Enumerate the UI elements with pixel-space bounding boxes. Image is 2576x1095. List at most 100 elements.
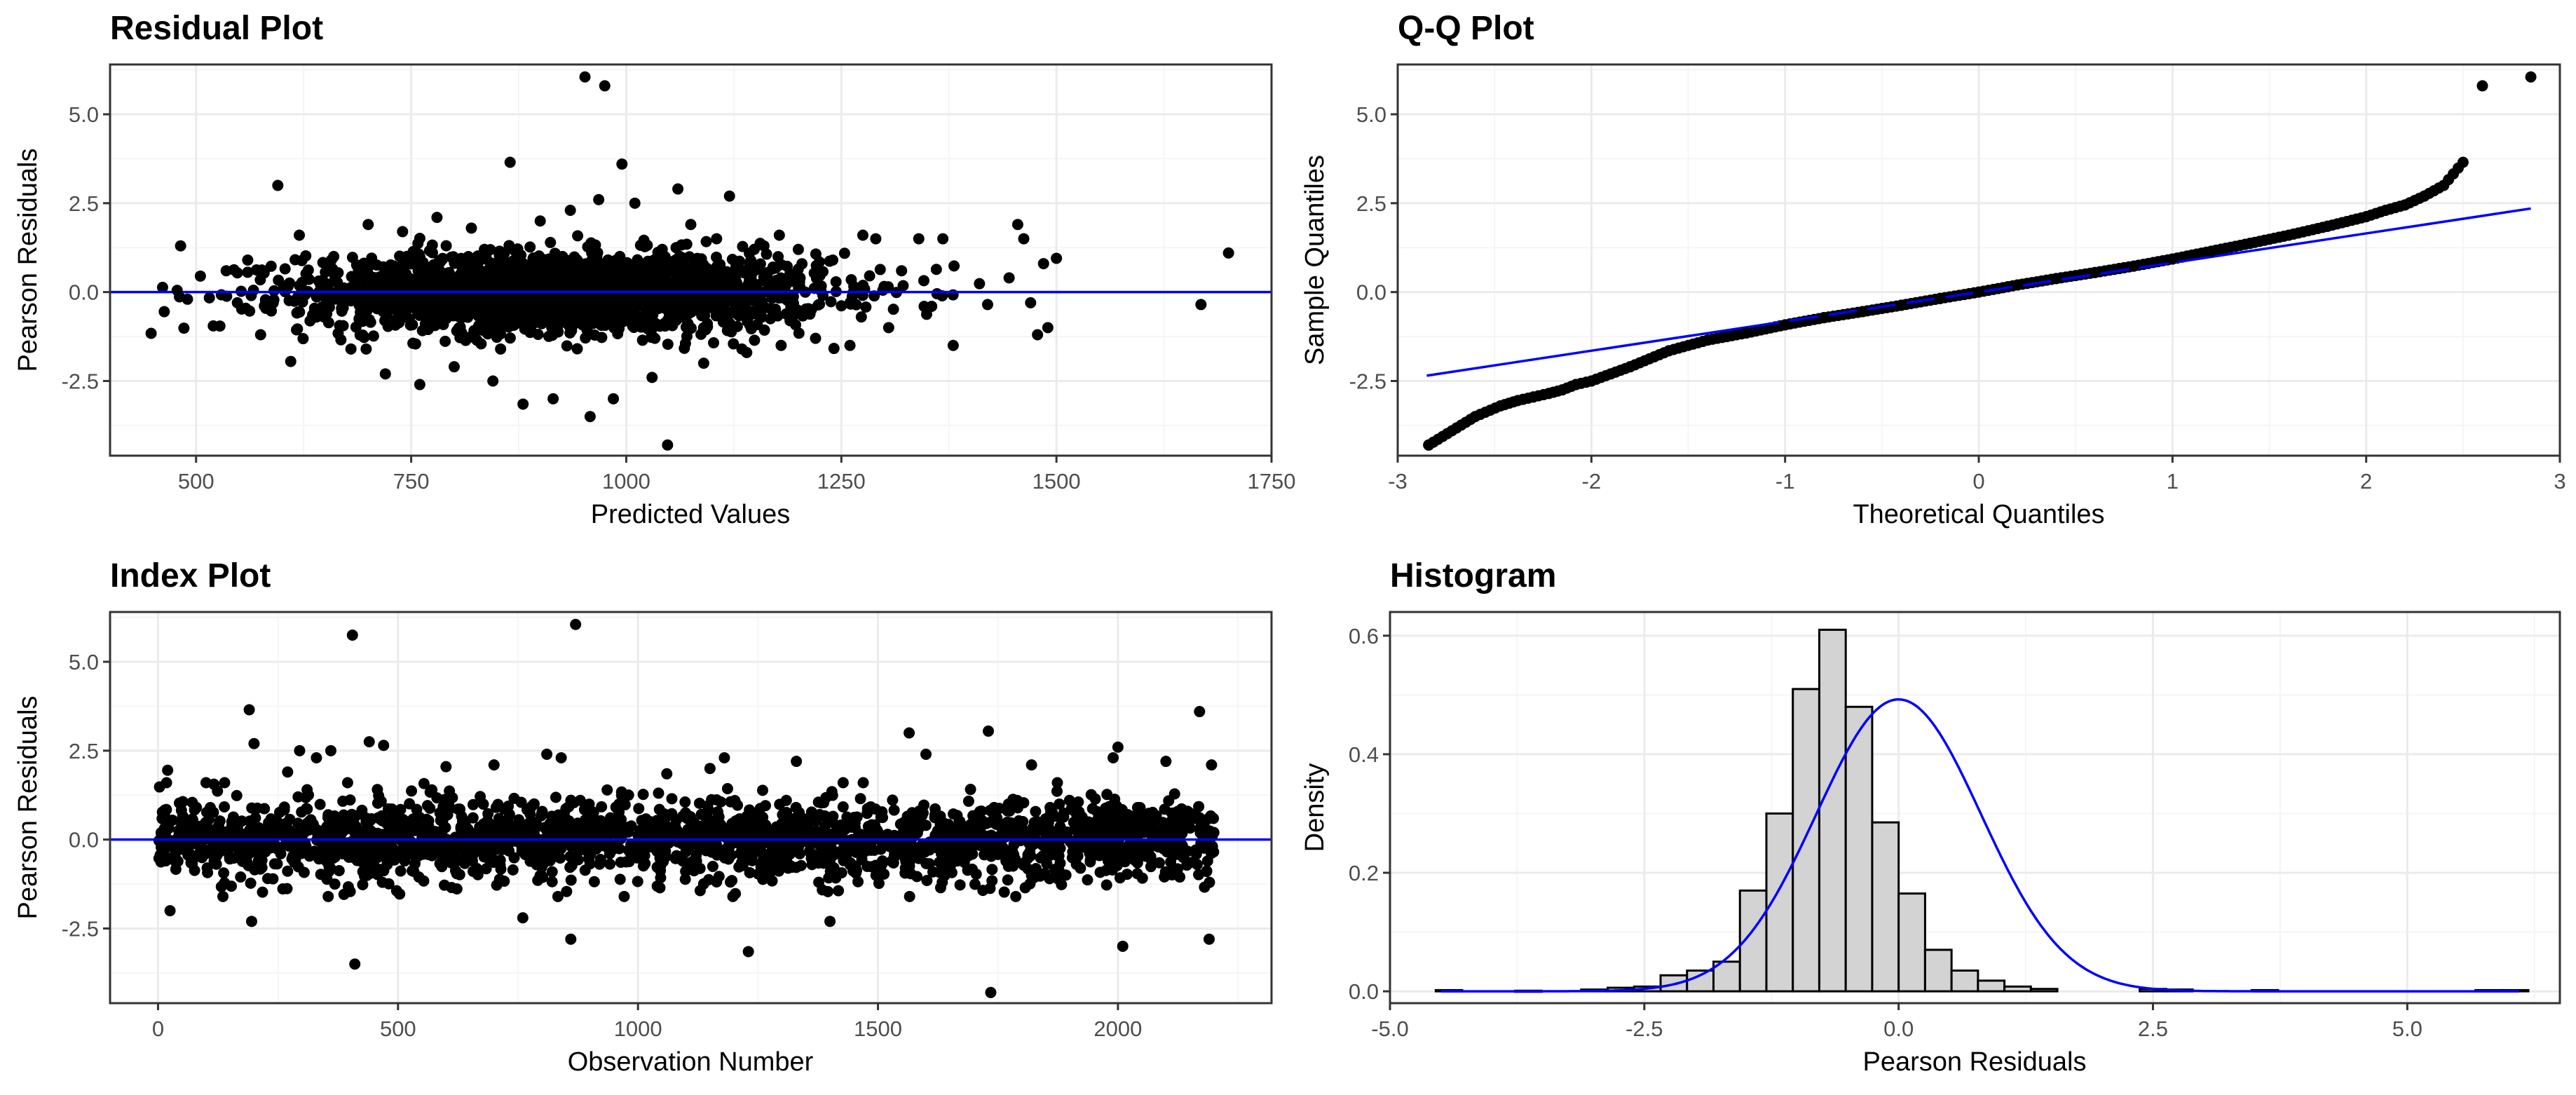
data-point <box>888 804 900 816</box>
data-point <box>697 358 709 369</box>
data-point <box>732 799 744 811</box>
data-point <box>1018 233 1030 245</box>
panel-qq: Q-Q Plot -3 -2 -1 0 1 2 3-2.50.02.55.0 Theoret… <box>1300 10 2566 529</box>
data-point <box>231 267 243 279</box>
data-point <box>1162 822 1174 834</box>
data-point <box>422 323 434 335</box>
data-point <box>1025 297 1037 308</box>
data-point <box>285 355 297 367</box>
data-point <box>320 292 332 304</box>
data-point <box>2167 253 2179 265</box>
data-point <box>337 320 349 332</box>
data-point <box>164 905 176 917</box>
y-tick-label: 0.6 <box>1349 624 1379 648</box>
data-point <box>850 867 862 879</box>
data-point <box>779 292 791 304</box>
data-point <box>634 311 646 323</box>
data-point <box>568 251 580 263</box>
data-point <box>379 368 391 380</box>
data-point <box>2399 199 2411 211</box>
data-point <box>1184 857 1196 869</box>
data-point <box>451 297 463 309</box>
data-point <box>1055 812 1067 824</box>
data-point <box>364 316 376 328</box>
data-point <box>564 204 576 216</box>
y-tick-label: 5.0 <box>69 650 99 674</box>
data-point <box>911 817 922 829</box>
data-point <box>855 311 867 323</box>
data-point <box>1204 876 1215 888</box>
x-tick-label: 1750 <box>1248 469 1296 494</box>
data-point <box>670 242 682 254</box>
data-point <box>837 801 849 813</box>
x-tick-label: 0 <box>1972 469 1984 494</box>
data-point <box>826 789 838 801</box>
data-point <box>728 338 740 350</box>
data-point <box>899 867 911 879</box>
data-point <box>464 306 476 318</box>
data-point <box>346 629 358 641</box>
data-point <box>571 343 583 355</box>
data-point <box>649 332 661 344</box>
data-point <box>913 233 925 245</box>
data-point <box>2012 279 2024 291</box>
data-point <box>812 299 824 311</box>
data-point <box>504 332 516 344</box>
data-point <box>449 864 461 876</box>
data-point <box>704 763 716 775</box>
x-tick-label: 500 <box>178 469 214 494</box>
data-point <box>937 233 949 245</box>
data-point <box>825 862 837 873</box>
data-point <box>666 793 678 805</box>
data-point <box>707 860 718 872</box>
y-tick-label: -2.5 <box>62 916 99 941</box>
histogram-bar <box>1950 970 1979 993</box>
data-point <box>695 808 707 820</box>
data-point <box>796 258 808 270</box>
data-point <box>812 796 824 808</box>
data-point <box>322 812 334 824</box>
data-point <box>439 269 451 281</box>
data-point <box>357 878 369 890</box>
data-point <box>1857 306 1869 318</box>
data-point <box>577 319 589 331</box>
data-point <box>726 254 738 266</box>
data-point <box>947 339 959 351</box>
data-point <box>868 844 880 856</box>
data-point <box>360 343 372 355</box>
data-point <box>941 822 953 834</box>
data-point <box>861 860 873 872</box>
data-point <box>245 877 257 889</box>
data-point <box>825 296 837 308</box>
data-point <box>791 756 803 768</box>
data-point <box>988 838 1000 850</box>
data-point <box>515 796 527 808</box>
data-point <box>413 871 425 883</box>
data-point <box>440 240 452 252</box>
data-point <box>283 294 295 306</box>
data-point <box>791 271 803 283</box>
data-point <box>489 316 500 328</box>
data-point <box>1007 819 1018 831</box>
data-point <box>572 268 584 280</box>
data-point <box>291 324 303 336</box>
data-point <box>662 339 674 351</box>
x-tick-label: 0.0 <box>1883 1016 1914 1041</box>
data-point <box>666 280 678 292</box>
data-point <box>349 958 361 970</box>
data-point <box>171 285 183 297</box>
data-point <box>1131 832 1143 844</box>
x-tick-label: -2.5 <box>1626 1016 1663 1041</box>
data-point <box>1586 375 1597 387</box>
data-point <box>1018 857 1030 869</box>
y-tick-label: -2.5 <box>62 369 99 393</box>
data-point <box>158 306 170 318</box>
data-point <box>469 846 481 858</box>
plot-content <box>1434 628 2530 993</box>
data-point <box>378 845 390 857</box>
data-point <box>1110 829 1122 841</box>
panel-title-residual: Residual Plot <box>110 10 323 47</box>
data-point <box>878 280 890 292</box>
data-point <box>984 816 996 828</box>
data-point <box>555 751 567 763</box>
